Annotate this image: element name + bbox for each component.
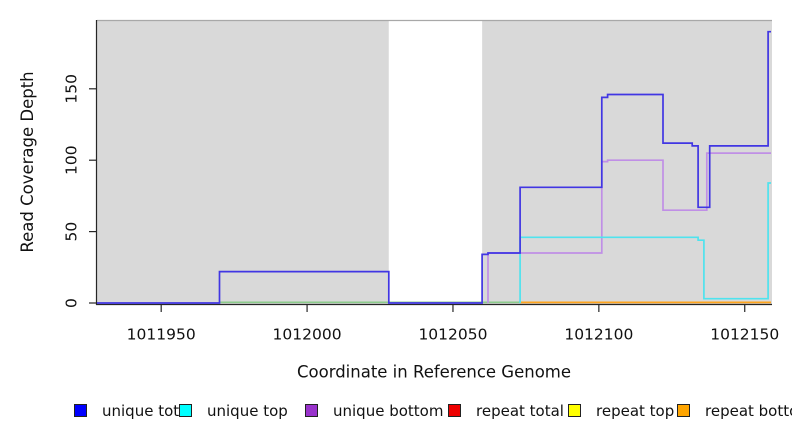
legend-swatch-unique-bottom (305, 404, 318, 417)
coverage-gap-band (388, 21, 483, 304)
legend-swatch-repeat-top (568, 404, 581, 417)
legend-label-unique-total: unique total (102, 401, 193, 420)
series-line-unique-total (97, 30, 771, 304)
x-tick-label: 1012050 (418, 326, 487, 344)
legend-swatch-repeat-total (448, 404, 461, 417)
x-tick-label: 1012000 (273, 326, 342, 344)
y-tick-label: 100 (63, 145, 81, 175)
x-tick-label: 1012150 (710, 326, 779, 344)
legend-label-repeat-bottom: repeat bottom (705, 401, 792, 420)
x-tick-label: 1011950 (127, 326, 196, 344)
series-layer (97, 30, 771, 304)
legend-swatch-unique-top (179, 404, 192, 417)
legend-label-repeat-top: repeat top (596, 401, 675, 420)
legend-item-unique-top: unique top (179, 400, 288, 420)
plot-background-layer (97, 19, 772, 304)
legend-item-unique-total: unique total (74, 400, 193, 420)
legend-item-repeat-bottom: repeat bottom (677, 400, 792, 420)
y-tick-label: 0 (63, 298, 81, 308)
legend-label-unique-bottom: unique bottom (333, 401, 444, 420)
x-tick-label: 1012100 (564, 326, 633, 344)
y-tick-label: 50 (63, 222, 81, 242)
legend-item-unique-bottom: unique bottom (305, 400, 443, 420)
series-line-unique-bottom (487, 152, 771, 303)
legend-swatch-repeat-bottom (677, 404, 690, 417)
y-tick-label: 150 (63, 74, 81, 104)
x-axis-title: Coordinate in Reference Genome (297, 363, 571, 382)
legend-swatch-unique-total (74, 404, 87, 417)
legend-item-repeat-total: repeat total (448, 400, 564, 420)
legend-label-unique-top: unique top (207, 401, 288, 420)
y-axis-title: Read Coverage Depth (18, 71, 37, 252)
legend-item-repeat-top: repeat top (568, 400, 674, 420)
series-line-unique-top (519, 182, 771, 303)
axes-layer: 0 50 100 150 1011950 1012000 1012050 1012100 101… (63, 20, 779, 344)
legend-label-repeat-total: repeat total (476, 401, 564, 420)
